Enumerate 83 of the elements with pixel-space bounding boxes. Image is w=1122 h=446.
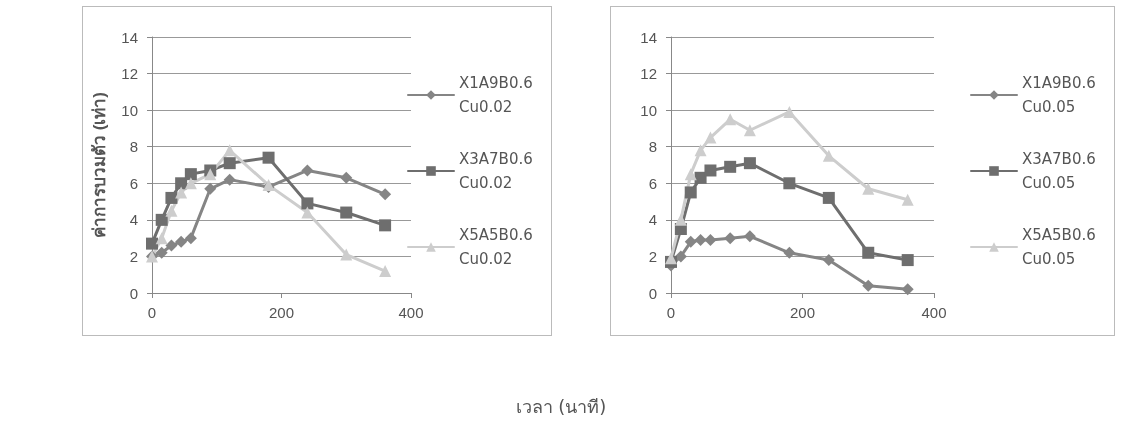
x-tick-label: 0 xyxy=(666,304,676,321)
point xyxy=(822,191,835,204)
y-tick-label: 0 xyxy=(648,284,657,302)
point xyxy=(155,213,168,226)
x-tick-label: 200 xyxy=(268,304,295,321)
point xyxy=(783,246,796,259)
legend-label: X3A7B0.6 Cu0.05 xyxy=(1022,150,1101,192)
point xyxy=(694,144,707,157)
point xyxy=(223,157,236,170)
point xyxy=(165,204,178,217)
y-tick-label: 2 xyxy=(129,247,138,265)
point xyxy=(704,164,717,177)
legend-label: X1A9B0.6 Cu0.02 xyxy=(459,74,538,116)
y-tick-label: 14 xyxy=(640,28,657,46)
point xyxy=(175,186,188,199)
point xyxy=(175,177,188,190)
point xyxy=(862,279,875,292)
point xyxy=(175,235,188,248)
point xyxy=(301,164,314,177)
x-tick-label: 400 xyxy=(398,304,424,321)
point xyxy=(743,124,756,137)
y-tick-label: 12 xyxy=(121,65,138,83)
point xyxy=(674,250,687,263)
point xyxy=(184,177,197,190)
x-tick-label: 200 xyxy=(789,304,816,321)
point xyxy=(704,233,717,246)
y-tick-label: 4 xyxy=(129,211,138,229)
point xyxy=(822,254,835,267)
point xyxy=(684,186,697,199)
point xyxy=(204,182,217,195)
y-tick-label: 2 xyxy=(648,247,657,265)
point xyxy=(694,171,707,184)
y-tick-label: 10 xyxy=(640,101,657,119)
point xyxy=(743,230,756,243)
x-axis-title: เวลา (นาที) xyxy=(514,395,608,419)
point xyxy=(724,160,737,173)
x-tick-label: 400 xyxy=(921,304,947,321)
point xyxy=(184,168,197,181)
legend-label: X3A7B0.6 Cu0.02 xyxy=(459,150,538,192)
point xyxy=(379,219,392,232)
point xyxy=(684,168,697,181)
y-tick-label: 0 xyxy=(129,284,138,302)
point xyxy=(704,131,717,144)
y-tick-label: 6 xyxy=(648,174,657,192)
point xyxy=(262,151,275,164)
point xyxy=(379,188,392,201)
point xyxy=(822,149,835,162)
y-tick-label: 10 xyxy=(121,101,138,119)
x-tick-label: 0 xyxy=(147,304,157,321)
y-tick-label: 8 xyxy=(648,138,657,156)
point xyxy=(901,254,914,267)
point xyxy=(340,248,353,261)
point xyxy=(862,246,875,259)
y-tick-label: 12 xyxy=(640,65,657,83)
point xyxy=(379,265,392,278)
legend-label: X5A5B0.6 Cu0.05 xyxy=(1022,226,1101,268)
legend-label: X5A5B0.6 Cu0.02 xyxy=(459,226,538,268)
point xyxy=(901,193,914,206)
y-tick-label: 14 xyxy=(121,28,138,46)
point xyxy=(340,171,353,184)
y-axis-title: ค่าการบวมตัว (เท่า) xyxy=(90,91,109,239)
point xyxy=(862,182,875,195)
point xyxy=(743,157,756,170)
point xyxy=(724,232,737,245)
point xyxy=(165,239,178,252)
point xyxy=(301,197,314,210)
point xyxy=(155,232,168,245)
legend-label: X1A9B0.6 Cu0.05 xyxy=(1022,74,1101,116)
point xyxy=(783,177,796,190)
point xyxy=(223,173,236,186)
y-tick-label: 8 xyxy=(129,138,138,156)
y-tick-label: 4 xyxy=(648,211,657,229)
point xyxy=(694,233,707,246)
point xyxy=(146,237,158,250)
point xyxy=(204,168,217,181)
point xyxy=(155,246,168,259)
point xyxy=(674,213,687,226)
point xyxy=(165,191,178,204)
point xyxy=(901,283,914,296)
point xyxy=(340,206,353,219)
point xyxy=(684,235,697,248)
point xyxy=(184,232,197,245)
y-tick-label: 6 xyxy=(129,174,138,192)
